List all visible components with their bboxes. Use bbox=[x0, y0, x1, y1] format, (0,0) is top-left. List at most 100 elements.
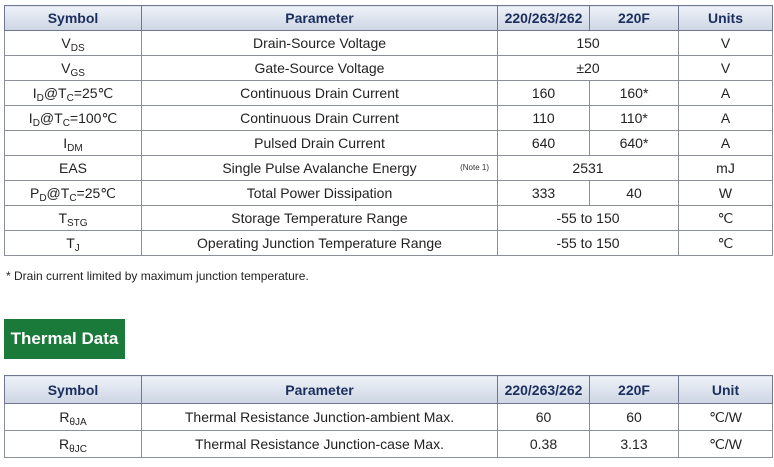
parameter-text: Continuous Drain Current bbox=[240, 85, 399, 101]
parameter-cell: Drain-Source Voltage bbox=[141, 30, 498, 56]
symbol-subscript: J bbox=[74, 243, 80, 254]
parameter-cell: Storage Temperature Range bbox=[141, 205, 498, 231]
symbol-subscript: DS bbox=[70, 43, 85, 54]
symbol-subscript: θJA bbox=[69, 417, 87, 428]
parameter-text: Thermal Resistance Junction-case Max. bbox=[195, 436, 444, 452]
table-row: TJ Operating Junction Temperature Range -5… bbox=[4, 230, 773, 256]
header-package-b: 220F bbox=[589, 375, 679, 404]
unit-cell: W bbox=[678, 180, 773, 206]
symbol-cell: VDS bbox=[4, 30, 142, 56]
header-parameter: Parameter bbox=[141, 375, 498, 404]
parameter-cell: Thermal Resistance Junction-case Max. bbox=[141, 430, 498, 458]
header-package-a: 220/263/262 bbox=[497, 375, 590, 404]
value-cell-merged: 150 bbox=[497, 30, 679, 56]
unit-cell: V bbox=[678, 30, 773, 56]
symbol-base: V bbox=[61, 35, 71, 51]
parameter-text: Operating Junction Temperature Range bbox=[197, 235, 442, 251]
symbol-cell: RθJC bbox=[4, 430, 142, 458]
symbol-subscript-2: C bbox=[66, 92, 74, 104]
symbol-cell: EAS bbox=[4, 155, 142, 181]
unit-cell: A bbox=[678, 130, 773, 156]
value-cell-package-b: 110* bbox=[589, 105, 679, 131]
table-header-row: Symbol Parameter 220/263/262 220F Unit bbox=[4, 375, 773, 404]
unit-cell: mJ bbox=[678, 155, 773, 181]
symbol-subscript: DM bbox=[67, 143, 83, 154]
parameter-text: Thermal Resistance Junction-ambient Max. bbox=[184, 409, 455, 425]
symbol-subscript: θJC bbox=[69, 444, 87, 455]
symbol-subscript: GS bbox=[70, 68, 85, 79]
value-cell-merged: ±20 bbox=[497, 55, 679, 81]
value-cell-package-b: 640* bbox=[589, 130, 679, 156]
parameter-text: Storage Temperature Range bbox=[231, 210, 408, 226]
table-row: IDM Pulsed Drain Current 640 640* A bbox=[4, 130, 773, 156]
header-units: Units bbox=[678, 5, 773, 31]
symbol-cell: TSTG bbox=[4, 205, 142, 231]
table-row: PD@TC=25℃ Total Power Dissipation 333 40 W bbox=[4, 180, 773, 206]
table-row: EAS Single Pulse Avalanche Energy (Note 1)… bbox=[4, 155, 773, 181]
symbol-cell: PD@TC=25℃ bbox=[4, 180, 142, 206]
parameter-text: Single Pulse Avalanche Energy bbox=[222, 160, 417, 176]
symbol-cell: TJ bbox=[4, 230, 142, 256]
unit-cell: V bbox=[678, 55, 773, 81]
symbol-suffix: @T bbox=[46, 184, 70, 201]
symbol-subscript-2: C bbox=[69, 192, 77, 204]
symbol-base: I bbox=[32, 84, 37, 101]
symbol-suffix-2: =100℃ bbox=[69, 109, 118, 126]
symbol-cell: IDM bbox=[4, 130, 142, 156]
value-cell-merged: 2531 bbox=[497, 155, 679, 181]
symbol-base: R bbox=[59, 409, 70, 425]
table-header-row: Symbol Parameter 220/263/262 220F Units bbox=[4, 5, 773, 31]
value-cell-package-a: 160 bbox=[497, 80, 590, 106]
symbol-base: EAS bbox=[58, 160, 87, 176]
symbol-base: I bbox=[63, 135, 68, 151]
value-cell-package-a: 640 bbox=[497, 130, 590, 156]
footnote: * Drain current limited by maximum junct… bbox=[6, 269, 309, 283]
parameter-cell: Operating Junction Temperature Range bbox=[141, 230, 498, 256]
header-package-a: 220/263/262 bbox=[497, 5, 590, 31]
note-label: (Note 1) bbox=[460, 163, 489, 172]
symbol-subscript: D bbox=[32, 117, 40, 129]
table-row: ID@TC=25℃ Continuous Drain Current 160 160*… bbox=[4, 80, 773, 106]
unit-cell: ℃/W bbox=[678, 403, 773, 431]
symbol-suffix-2: =25℃ bbox=[76, 184, 117, 201]
table-row: VDS Drain-Source Voltage 150 V bbox=[4, 30, 773, 56]
symbol-cell: ID@TC=25℃ bbox=[4, 80, 142, 106]
unit-cell: ℃/W bbox=[678, 430, 773, 458]
value-cell-package-b: 40 bbox=[589, 180, 679, 206]
value-cell-merged: -55 to 150 bbox=[497, 205, 679, 231]
symbol-subscript-2: C bbox=[62, 117, 70, 129]
parameter-cell: Total Power Dissipation bbox=[141, 180, 498, 206]
symbol-cell: ID@TC=100℃ bbox=[4, 105, 142, 131]
unit-cell: A bbox=[678, 80, 773, 106]
parameter-text: Drain-Source Voltage bbox=[252, 35, 387, 51]
symbol-subscript: D bbox=[36, 92, 44, 104]
symbol-base: P bbox=[29, 184, 40, 201]
table-row: ID@TC=100℃ Continuous Drain Current 110 110… bbox=[4, 105, 773, 131]
symbol-cell: RθJA bbox=[4, 403, 142, 431]
parameter-cell: Continuous Drain Current bbox=[141, 80, 498, 106]
parameter-text: Continuous Drain Current bbox=[240, 110, 399, 126]
header-unit: Unit bbox=[678, 375, 773, 404]
table-row: RθJC Thermal Resistance Junction-case Max… bbox=[4, 430, 773, 458]
absolute-ratings-table: Symbol Parameter 220/263/262 220F Units … bbox=[4, 5, 773, 256]
symbol-cell: VGS bbox=[4, 55, 142, 81]
parameter-text: Total Power Dissipation bbox=[246, 185, 393, 201]
value-cell-package-a: 333 bbox=[497, 180, 590, 206]
unit-cell: ℃ bbox=[678, 230, 773, 256]
parameter-text: Pulsed Drain Current bbox=[254, 135, 385, 151]
unit-cell: A bbox=[678, 105, 773, 131]
parameter-cell: Continuous Drain Current bbox=[141, 105, 498, 131]
symbol-subscript: STG bbox=[67, 218, 88, 229]
value-cell-package-a: 0.38 bbox=[497, 430, 590, 458]
header-package-b: 220F bbox=[589, 5, 679, 31]
symbol-suffix-2: =25℃ bbox=[73, 84, 114, 101]
value-cell-merged: -55 to 150 bbox=[497, 230, 679, 256]
parameter-cell: Thermal Resistance Junction-ambient Max. bbox=[141, 403, 498, 431]
value-cell-package-a: 110 bbox=[497, 105, 590, 131]
parameter-cell: Single Pulse Avalanche Energy (Note 1) bbox=[141, 155, 498, 181]
thermal-data-table: Symbol Parameter 220/263/262 220F Unit R… bbox=[4, 375, 773, 458]
symbol-suffix: @T bbox=[39, 109, 63, 126]
section-title: Thermal Data bbox=[4, 319, 125, 359]
parameter-cell: Pulsed Drain Current bbox=[141, 130, 498, 156]
header-parameter: Parameter bbox=[141, 5, 498, 31]
